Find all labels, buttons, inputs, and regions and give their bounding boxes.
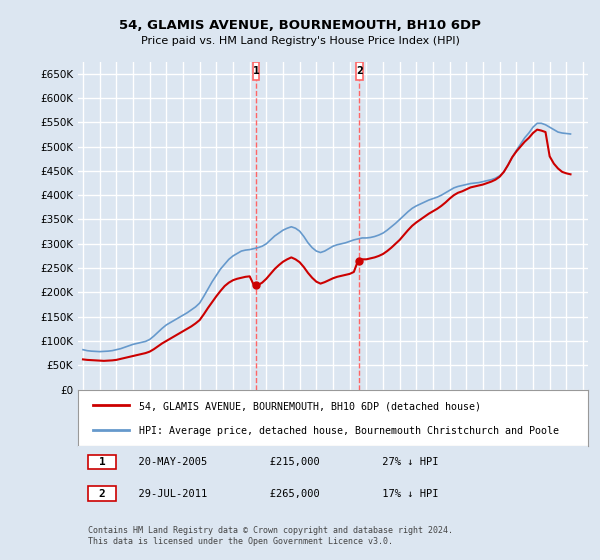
FancyBboxPatch shape xyxy=(253,62,259,80)
Text: 54, GLAMIS AVENUE, BOURNEMOUTH, BH10 6DP: 54, GLAMIS AVENUE, BOURNEMOUTH, BH10 6DP xyxy=(119,18,481,32)
Text: 54, GLAMIS AVENUE, BOURNEMOUTH, BH10 6DP (detached house): 54, GLAMIS AVENUE, BOURNEMOUTH, BH10 6DP… xyxy=(139,402,481,412)
FancyBboxPatch shape xyxy=(88,487,116,501)
Text: 1: 1 xyxy=(99,457,106,467)
Text: 20-MAY-2005          £215,000          27% ↓ HPI: 20-MAY-2005 £215,000 27% ↓ HPI xyxy=(127,457,439,467)
FancyBboxPatch shape xyxy=(88,455,116,469)
Text: Price paid vs. HM Land Registry's House Price Index (HPI): Price paid vs. HM Land Registry's House … xyxy=(140,36,460,46)
Text: 1: 1 xyxy=(253,66,259,76)
Text: 2: 2 xyxy=(356,66,362,76)
Text: Contains HM Land Registry data © Crown copyright and database right 2024.
This d: Contains HM Land Registry data © Crown c… xyxy=(88,526,453,545)
Text: HPI: Average price, detached house, Bournemouth Christchurch and Poole: HPI: Average price, detached house, Bour… xyxy=(139,426,559,436)
Text: 29-JUL-2011          £265,000          17% ↓ HPI: 29-JUL-2011 £265,000 17% ↓ HPI xyxy=(127,489,439,498)
Text: 2: 2 xyxy=(99,489,106,498)
FancyBboxPatch shape xyxy=(356,62,362,80)
